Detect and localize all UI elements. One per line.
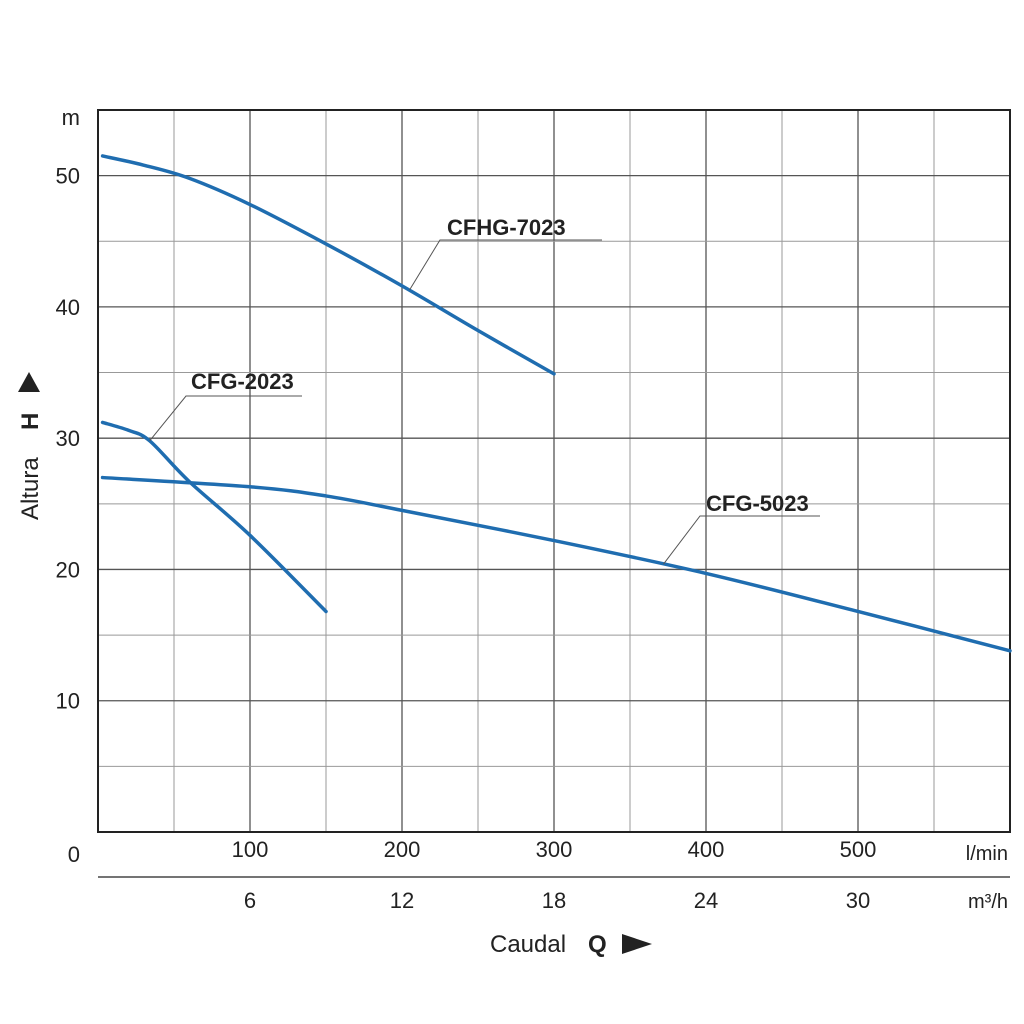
y-tick-label: 20 (56, 557, 80, 582)
x-tick-label-primary: 300 (536, 837, 573, 862)
x-axis-title: Caudal (490, 931, 566, 958)
y-axis-title-group: Altura H (17, 372, 44, 520)
x-tick-label-primary: 100 (232, 837, 269, 862)
x-tick-label-primary: 500 (840, 837, 877, 862)
x-tick-label-secondary: 18 (542, 888, 566, 913)
y-tick-label: 30 (56, 426, 80, 451)
x-axis-arrow-icon (622, 934, 652, 954)
x-tick-label-secondary: 24 (694, 888, 718, 913)
axis-labels: 10 20 30 40 50 m 0 100 200 300 400 500 l/min 6 12 18 24 3… (17, 105, 1008, 958)
series-label-cfg-5023: CFG-5023 (706, 491, 809, 516)
x-tick-label-primary: 200 (384, 837, 421, 862)
series-line-cfg-2023 (100, 420, 328, 614)
x-tick-label-secondary: 30 (846, 888, 870, 913)
y-unit-label: m (62, 105, 80, 130)
series-leader-cfhg-7023 (409, 239, 602, 291)
series-label-cfg-2023: CFG-2023 (191, 369, 294, 394)
y-tick-label: 50 (56, 164, 80, 189)
series-leader-cfg-2023 (149, 395, 302, 442)
y-tick-label: 40 (56, 295, 80, 320)
y-axis-arrow-icon (18, 372, 40, 392)
y-axis-title: Altura (17, 457, 44, 520)
series-curves (100, 154, 1012, 653)
series-line-cfg-5023 (100, 475, 1012, 653)
x-unit-primary: l/min (966, 843, 1008, 865)
x-unit-secondary: m³/h (968, 891, 1008, 913)
x-tick-label-secondary: 6 (244, 888, 256, 913)
plot-frame (97, 109, 1011, 833)
series-label-cfhg-7023: CFHG-7023 (447, 215, 566, 240)
series-line-cfhg-7023 (100, 154, 556, 376)
x-axis-symbol: Q (588, 931, 607, 958)
y-tick-label: 10 (56, 689, 80, 714)
series-leader-cfg-5023 (663, 515, 820, 565)
axes (97, 109, 1011, 878)
y-axis-symbol: H (17, 413, 44, 430)
origin-label: 0 (68, 842, 80, 867)
x-tick-label-primary: 400 (688, 837, 725, 862)
x-tick-label-secondary: 12 (390, 888, 414, 913)
